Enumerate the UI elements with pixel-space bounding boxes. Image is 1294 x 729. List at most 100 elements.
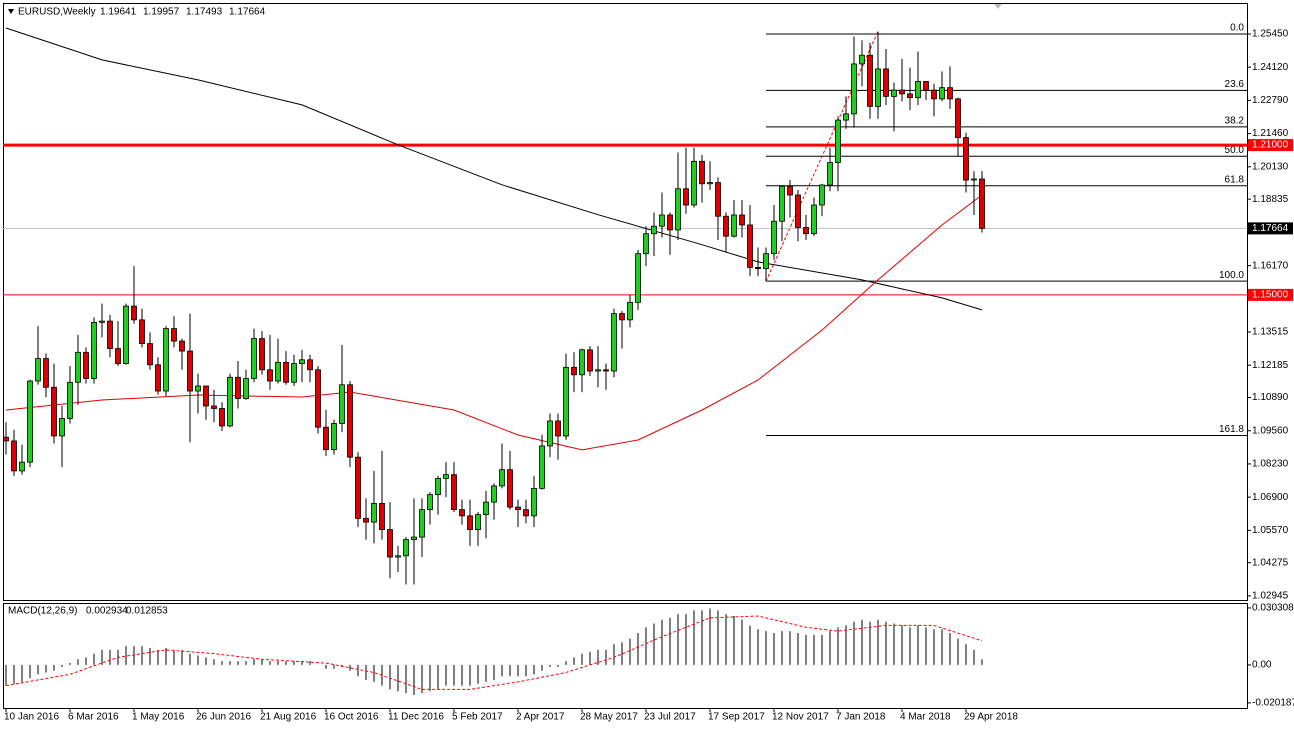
candle-body xyxy=(547,420,553,447)
fib-trendline xyxy=(765,31,879,282)
candle-body xyxy=(907,93,913,99)
fib-label: 50.0 xyxy=(1225,145,1245,156)
menu-arrow[interactable] xyxy=(8,9,14,14)
level-price-label: 1.15000 xyxy=(1252,290,1289,301)
candle-body xyxy=(179,340,185,352)
candle-body xyxy=(59,418,65,437)
candle-body xyxy=(155,364,161,392)
candle-body xyxy=(387,529,393,558)
level-price-box xyxy=(1248,139,1293,152)
candle-body xyxy=(587,349,593,372)
candle-body xyxy=(99,320,105,323)
candle-body xyxy=(259,338,265,371)
candle-body xyxy=(835,119,841,163)
macd-value: 0.002934 xyxy=(86,606,128,617)
y-tick-label: 1.05570 xyxy=(1252,525,1289,536)
x-tick-label: 4 Mar 2018 xyxy=(900,712,951,723)
candle-body xyxy=(915,81,921,99)
y-tick-label: 1.16170 xyxy=(1252,260,1289,271)
candle-body xyxy=(203,385,209,407)
candle-body xyxy=(771,220,777,255)
candle-body xyxy=(467,515,473,530)
plot-layer: 1.25450 1.24120 1.22790 1.21460 1.20130 1.188… xyxy=(3,23,1294,723)
candle-body xyxy=(643,233,649,255)
candle-body xyxy=(27,380,33,463)
candle-body xyxy=(523,509,529,517)
shift-marker xyxy=(994,4,1002,9)
candle-body xyxy=(371,502,377,523)
candle-body xyxy=(275,361,281,382)
candle-body xyxy=(499,469,505,487)
x-tick-label: 7 Jan 2018 xyxy=(836,712,886,723)
candle-body xyxy=(563,366,569,437)
level-price-box xyxy=(1248,288,1293,301)
level-price-label: 1.21000 xyxy=(1252,140,1289,151)
macd-signal xyxy=(5,615,983,690)
x-tick-label: 17 Sep 2017 xyxy=(708,712,765,723)
candle-body xyxy=(91,321,97,379)
candle-body xyxy=(291,363,297,383)
candle-body xyxy=(147,343,153,366)
candle-body xyxy=(923,81,929,91)
current-price-label: 1.17664 xyxy=(1252,223,1289,234)
candle-body xyxy=(115,348,121,364)
candle-body xyxy=(419,509,425,538)
candle-body xyxy=(107,320,113,349)
candle-body xyxy=(243,378,249,399)
candle-body xyxy=(235,376,241,399)
y-tick-label: 1.25450 xyxy=(1252,29,1289,40)
candle-body xyxy=(723,215,729,237)
y-tick-label: 0.00 xyxy=(1252,660,1272,671)
candle-body xyxy=(819,184,825,206)
ohlc-low: 1.17493 xyxy=(186,7,223,18)
symbol-title: EURUSD,Weekly xyxy=(18,7,96,18)
candle-body xyxy=(323,426,329,451)
candle-body xyxy=(795,194,801,228)
candle-body xyxy=(515,506,521,511)
candle-body xyxy=(747,224,753,268)
candle-body xyxy=(627,301,633,321)
y-tick-label: 1.12185 xyxy=(1252,360,1289,371)
candle-body xyxy=(595,369,601,372)
y-tick-label: 1.10890 xyxy=(1252,392,1289,403)
candle-body xyxy=(251,338,257,379)
fib-label: 161.8 xyxy=(1219,424,1244,435)
candle-body xyxy=(443,474,449,479)
candle-body xyxy=(459,509,465,517)
price-panel xyxy=(3,3,1248,601)
candle-body xyxy=(331,423,337,451)
candle-body xyxy=(843,113,849,121)
fib-label: 0.0 xyxy=(1230,23,1244,34)
y-tick-label: 1.06900 xyxy=(1252,492,1289,503)
macd-signal-value: 0.012853 xyxy=(126,606,168,617)
candle-body xyxy=(859,54,865,65)
candle-body xyxy=(307,359,313,371)
candle-body xyxy=(219,408,225,427)
x-tick-label: 12 Nov 2017 xyxy=(772,712,829,723)
candle-body xyxy=(11,440,17,472)
candle-body xyxy=(539,445,545,489)
candle-body xyxy=(451,474,457,511)
macd-panel xyxy=(3,603,1248,709)
candle-body xyxy=(707,182,713,185)
candle-body xyxy=(811,204,817,235)
candle-body xyxy=(755,267,761,270)
candle-body xyxy=(395,555,401,558)
ohlc-high: 1.19957 xyxy=(143,7,180,18)
candle-body xyxy=(979,178,985,229)
y-tick-label: 1.08230 xyxy=(1252,459,1289,470)
candle-body xyxy=(427,494,433,511)
y-tick-label: 1.24120 xyxy=(1252,62,1289,73)
candle-body xyxy=(35,358,41,382)
candle-body xyxy=(731,214,737,237)
candle-body xyxy=(715,182,721,217)
x-tick-label: 16 Oct 2016 xyxy=(324,712,379,723)
candle-body xyxy=(379,502,385,530)
candle-body xyxy=(339,384,345,424)
candle-body xyxy=(43,358,49,388)
candle-body xyxy=(83,351,89,379)
x-tick-label: 5 Feb 2017 xyxy=(452,712,503,723)
candle-body xyxy=(971,178,977,181)
x-tick-label: 23 Jul 2017 xyxy=(644,712,696,723)
fib-label: 23.6 xyxy=(1225,79,1245,90)
